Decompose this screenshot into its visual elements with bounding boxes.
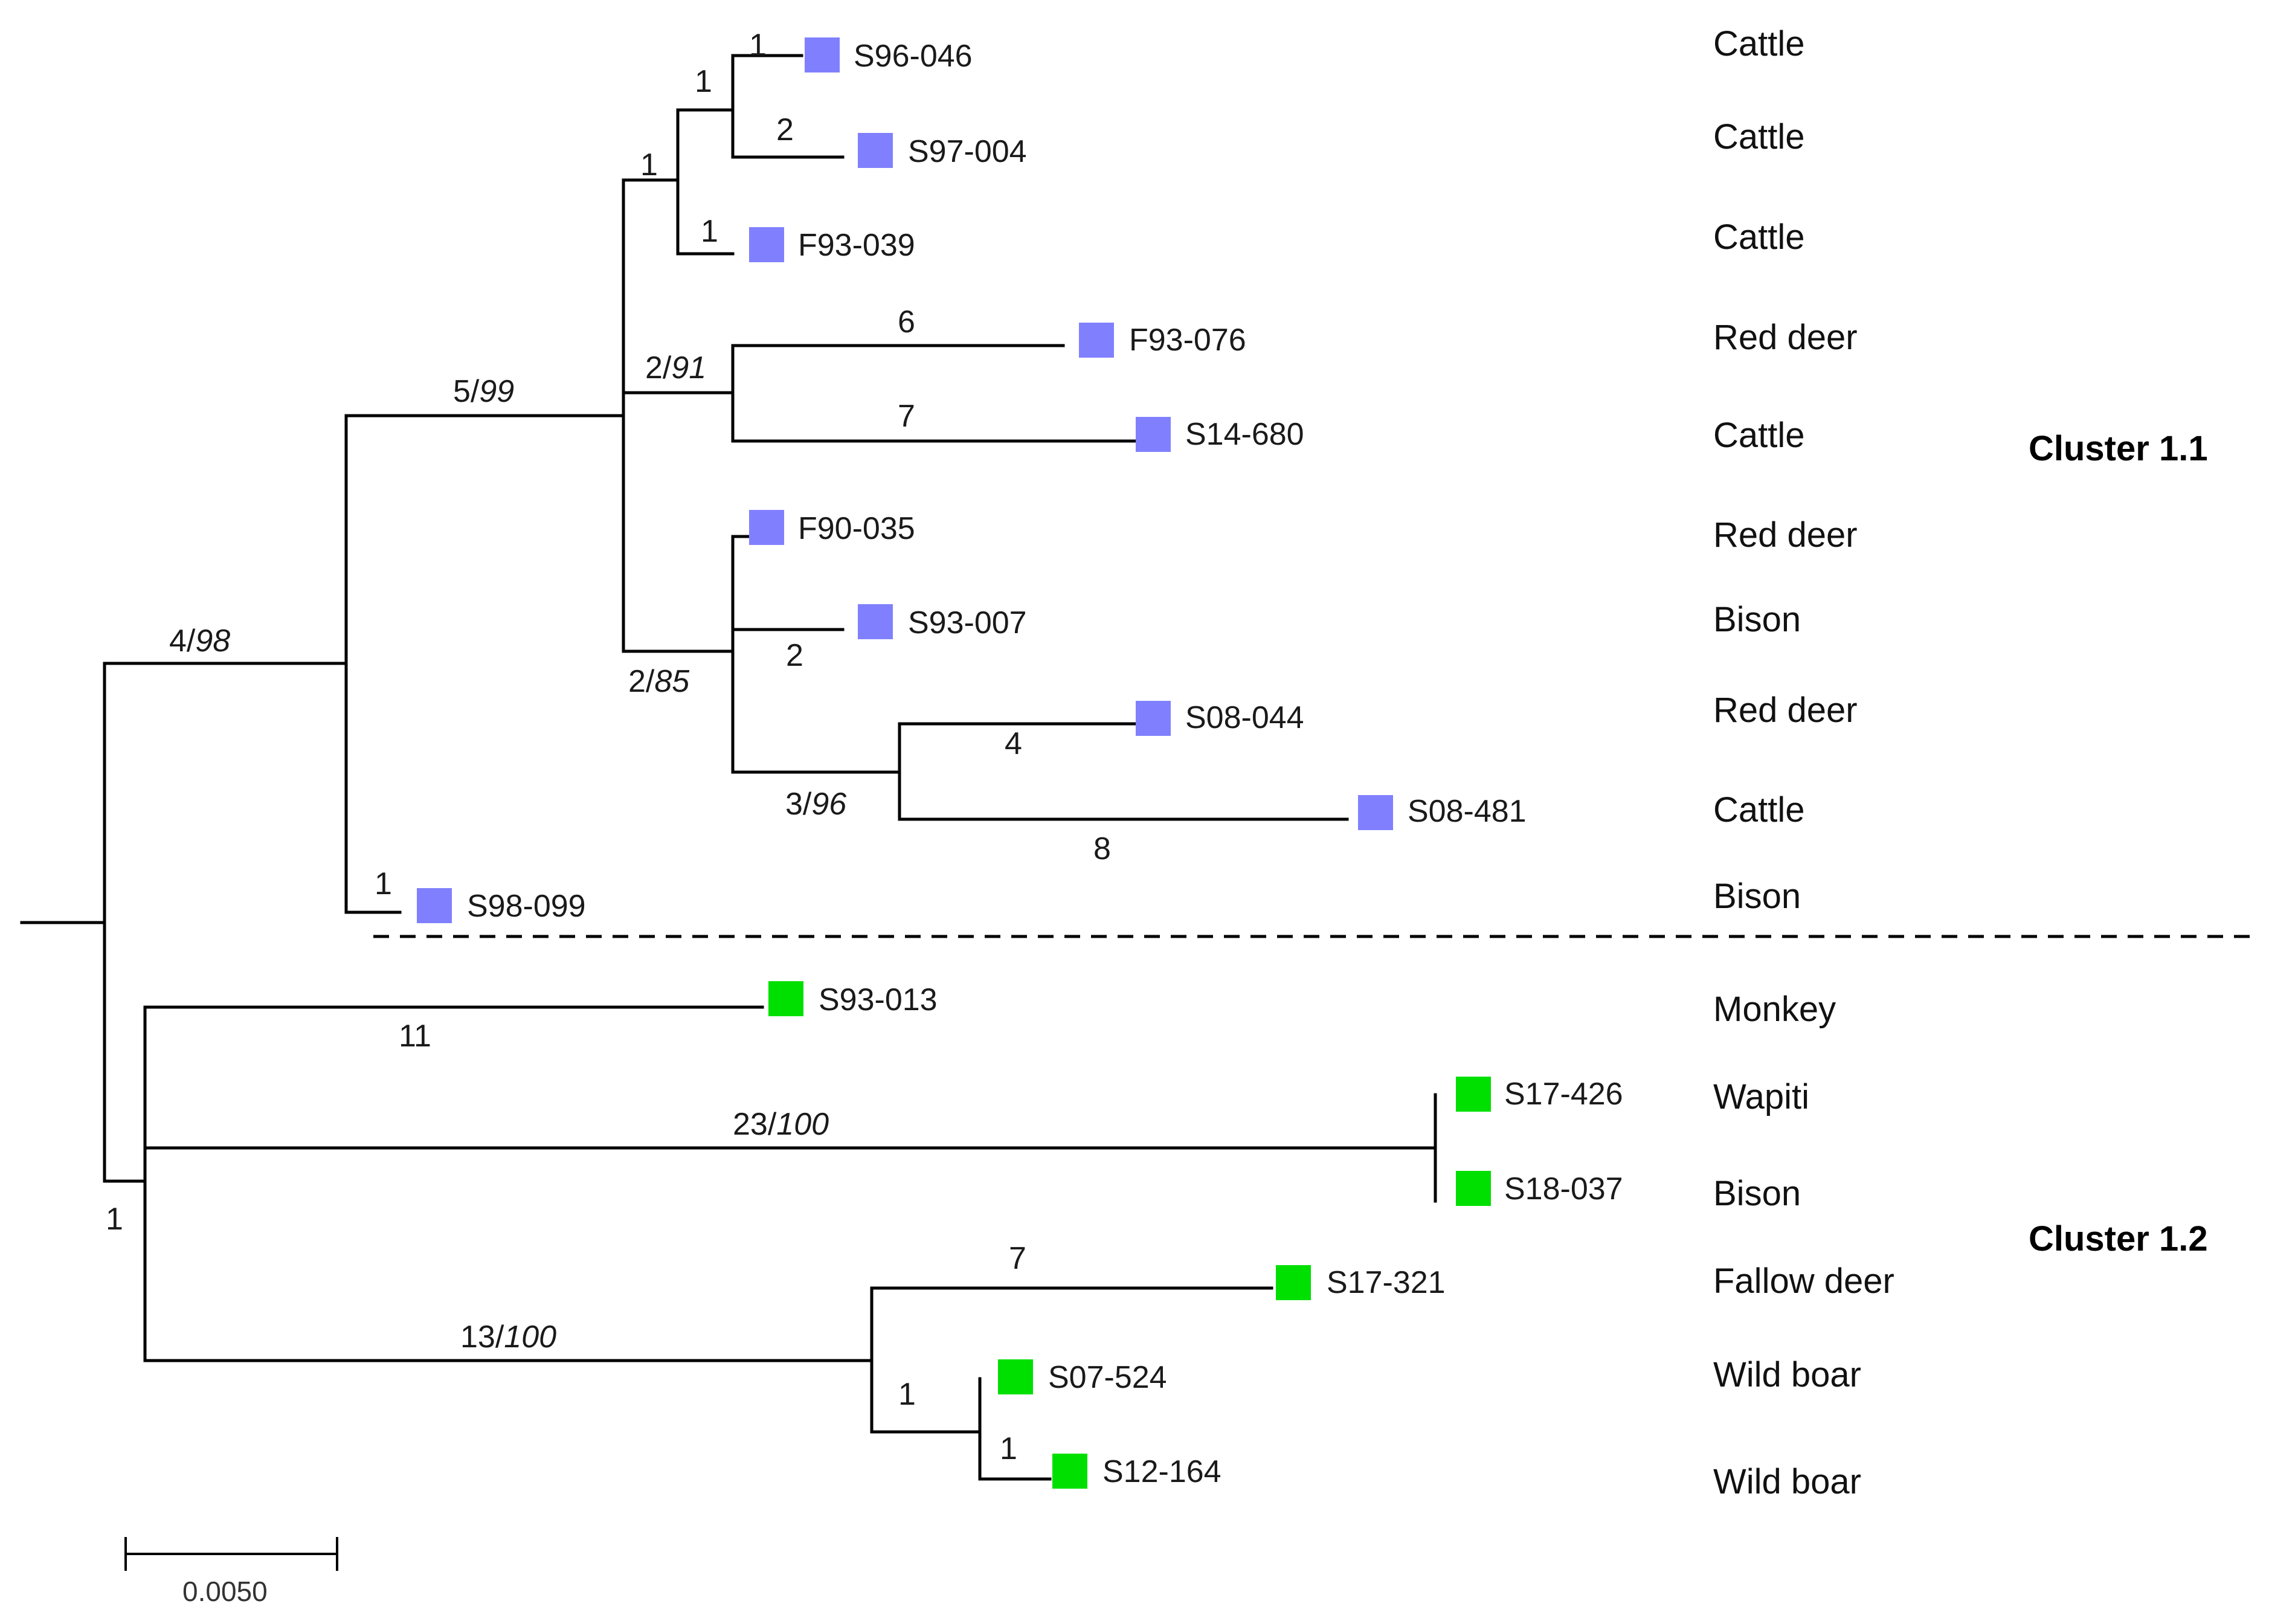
taxon-marker-S93-007 [858, 604, 893, 639]
support-label: 13/100 [460, 1320, 556, 1355]
taxon-marker-F90-035 [749, 510, 784, 545]
taxon-label: S97-004 [908, 134, 1027, 169]
taxon-labels: S96-046 S97-004 F93-039 F93-076 S14-680 … [467, 39, 1623, 1489]
taxon-marker-S08-481 [1358, 795, 1393, 830]
branch-length-label: 6 [898, 304, 915, 340]
branch-length-labels: 1 1 2 1 1 6 7 2 4 8 1 11 1 7 1 1 [106, 28, 1111, 1466]
branch-length-label: 1 [749, 28, 767, 63]
taxon-marker-S12-164 [1052, 1454, 1087, 1489]
taxon-label: S96-046 [854, 39, 973, 74]
support-label: 5/99 [453, 374, 514, 409]
host-label: Wapiti [1713, 1077, 1809, 1116]
tree-branches [20, 54, 1437, 1481]
host-label: Fallow deer [1713, 1262, 1894, 1301]
host-label: Monkey [1713, 990, 1836, 1029]
host-label: Bison [1713, 877, 1801, 916]
host-label: Wild boar [1713, 1355, 1861, 1394]
cluster-label: Cluster 1.1 [2029, 429, 2208, 468]
cluster-label: Cluster 1.2 [2029, 1219, 2208, 1258]
branch-length-label: 7 [898, 399, 915, 434]
taxon-marker-S96-046 [805, 37, 840, 72]
host-label: Wild boar [1713, 1462, 1861, 1501]
support-label: 23/100 [733, 1107, 829, 1142]
support-label: 3/96 [785, 787, 846, 822]
taxon-label: S17-426 [1504, 1077, 1623, 1112]
taxon-label: F93-039 [798, 228, 915, 263]
taxon-marker-F93-076 [1079, 323, 1114, 358]
support-label: 2/85 [628, 664, 690, 699]
taxon-label: S18-037 [1504, 1171, 1623, 1207]
taxon-label: F93-076 [1129, 323, 1246, 358]
scale-bar-label: 0.0050 [182, 1576, 268, 1607]
taxon-label: S12-164 [1102, 1454, 1221, 1489]
taxon-marker-S97-004 [858, 133, 893, 168]
taxon-marker-S98-099 [417, 888, 452, 923]
host-label: Red deer [1713, 318, 1858, 357]
branch-length-label: 1 [106, 1202, 123, 1237]
branch-length-label: 1 [898, 1377, 916, 1412]
branch-length-label: 2 [786, 638, 803, 673]
host-label: Cattle [1713, 117, 1805, 156]
taxon-label: S07-524 [1048, 1360, 1167, 1395]
branch-length-label: 1 [375, 866, 392, 901]
scale-bar: 0.0050 [124, 1537, 338, 1607]
host-label: Cattle [1713, 218, 1805, 257]
taxon-marker-S17-321 [1276, 1265, 1311, 1300]
branch-length-label: 1 [695, 64, 712, 99]
host-label: Cattle [1713, 416, 1805, 455]
taxon-marker-F93-039 [749, 227, 784, 262]
branch-length-label: 7 [1009, 1241, 1026, 1276]
taxon-marker-S08-044 [1136, 701, 1171, 736]
host-label: Cattle [1713, 24, 1805, 63]
host-label: Bison [1713, 1174, 1801, 1213]
taxon-label: S98-099 [467, 889, 586, 924]
taxon-marker-S07-524 [998, 1359, 1033, 1394]
taxon-markers [417, 37, 1491, 1489]
branch-length-label: 1 [1000, 1431, 1017, 1466]
support-label: 4/98 [169, 624, 230, 659]
taxon-marker-S93-013 [768, 981, 803, 1016]
branch-length-label: 2 [776, 112, 794, 147]
taxon-label: S08-481 [1408, 794, 1527, 829]
taxon-marker-S17-426 [1456, 1077, 1491, 1112]
taxon-label: S93-013 [819, 982, 938, 1017]
branch-length-label: 4 [1005, 726, 1022, 761]
host-labels: Cattle Cattle Cattle Red deer Cattle Red… [1713, 24, 1894, 1501]
taxon-marker-S14-680 [1136, 417, 1171, 452]
taxon-label: S08-044 [1185, 700, 1304, 735]
taxon-marker-S18-037 [1456, 1171, 1491, 1206]
taxon-label: F90-035 [798, 511, 915, 546]
host-label: Bison [1713, 600, 1801, 639]
host-label: Cattle [1713, 790, 1805, 830]
branch-length-label: 8 [1093, 831, 1111, 866]
taxon-label: S14-680 [1185, 417, 1304, 452]
host-label: Red deer [1713, 691, 1858, 730]
branch-length-label: 1 [640, 147, 658, 182]
support-labels: 5/99 2/91 4/98 2/85 3/96 23/100 13/100 [169, 350, 846, 1355]
taxon-label: S93-007 [908, 605, 1027, 640]
support-label: 2/91 [645, 350, 706, 385]
host-label: Red deer [1713, 515, 1858, 555]
taxon-label: S17-321 [1327, 1265, 1446, 1300]
branch-length-label: 11 [399, 1019, 431, 1054]
branch-length-label: 1 [701, 214, 718, 249]
